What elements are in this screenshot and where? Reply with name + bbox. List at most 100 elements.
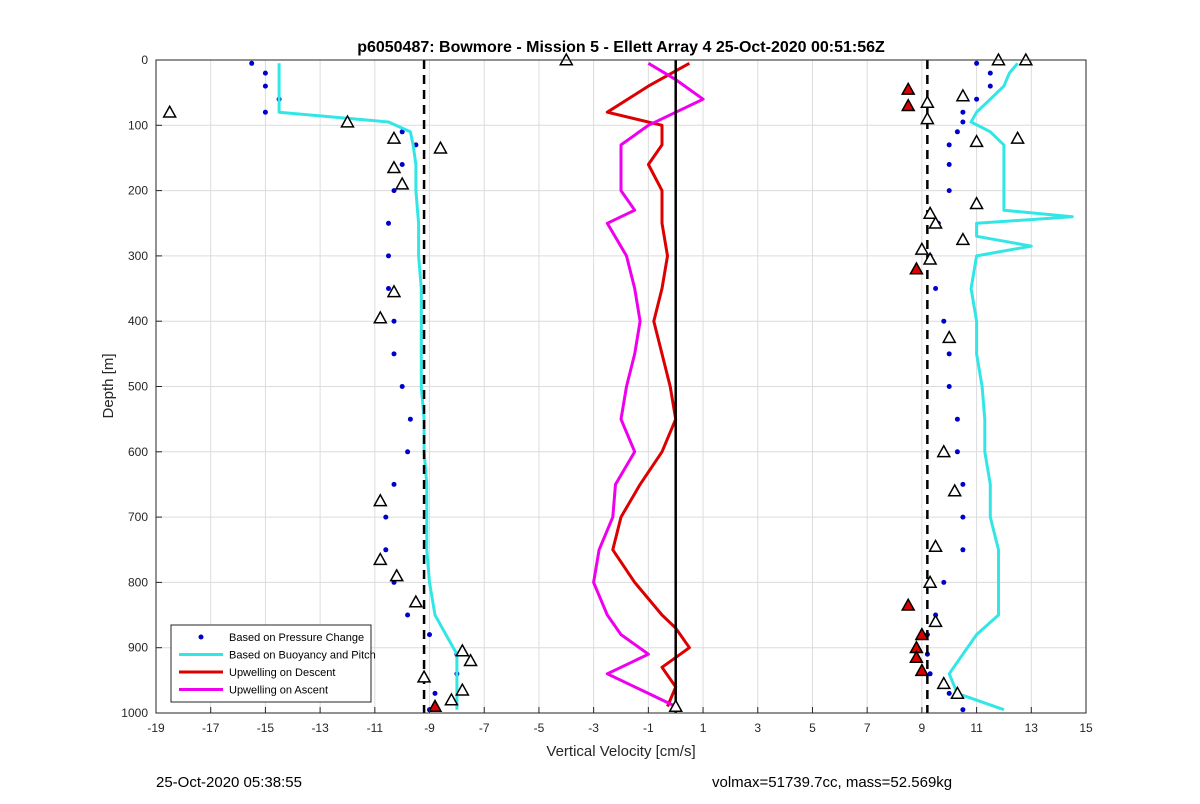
x-tick-label: -3 (588, 721, 599, 735)
series-point-0 (954, 416, 960, 422)
grid (155, 59, 1087, 714)
triangle-marker (922, 251, 938, 265)
y-tick-label: 1000 (121, 706, 148, 720)
series-point-0 (946, 142, 952, 148)
series-point-0 (262, 83, 268, 89)
series-point-0 (954, 129, 960, 135)
series-point-0 (960, 481, 966, 487)
triangle-marker (386, 130, 402, 144)
triangle-marker (936, 444, 952, 458)
triangle-marker (373, 552, 388, 566)
triangle-marker (900, 81, 916, 95)
series-point-0 (954, 449, 960, 455)
triangle-marker (909, 261, 924, 275)
x-tick-label: -15 (257, 721, 275, 735)
y-tick-label: 300 (128, 249, 148, 263)
series-point-0 (391, 351, 397, 357)
triangle-marker (928, 614, 943, 628)
triangle-marker (340, 114, 355, 128)
series-point-0 (960, 514, 966, 520)
series-point-0 (960, 119, 966, 125)
legend-swatch-point (198, 634, 204, 640)
triangle-marker (922, 205, 938, 220)
series-point-0 (383, 514, 389, 520)
triangle-marker (394, 176, 410, 190)
triangle-marker (922, 574, 938, 588)
triangle-marker (955, 232, 971, 246)
triangle-marker (455, 643, 470, 657)
series-point-0 (946, 384, 952, 389)
marker-layer (162, 52, 1034, 713)
series-point-0 (432, 690, 438, 696)
series-point-0 (960, 547, 966, 553)
triangle-marker (455, 682, 470, 696)
footer-timestamp: 25-Oct-2020 05:38:55 (156, 774, 302, 791)
series-line-3 (592, 62, 705, 708)
x-tick-label: 13 (1025, 721, 1039, 735)
triangle-marker (941, 329, 957, 344)
series-point-0 (974, 96, 980, 102)
x-tick-label: -17 (202, 721, 220, 735)
legend-entry-label: Based on Buoyancy and Pitch (229, 650, 376, 662)
x-tick-label: -11 (367, 721, 384, 735)
series-point-0 (974, 60, 980, 66)
y-tick-label: 400 (128, 314, 148, 328)
x-tick-label: 15 (1079, 721, 1093, 735)
chart-title: p6050487: Bowmore - Mission 5 - Ellett A… (357, 39, 885, 56)
reference-lines (422, 60, 929, 713)
triangle-marker (920, 94, 935, 108)
x-tick-label: 1 (700, 721, 707, 735)
series-point-0 (933, 286, 939, 291)
series-point-0 (249, 60, 255, 66)
triangle-marker (668, 698, 683, 713)
triangle-marker (969, 134, 984, 148)
legend: Based on Pressure Change Based on Buoyanc… (170, 624, 376, 703)
legend-entry-label: Upwelling on Ascent (229, 685, 328, 697)
x-tick-label: 7 (864, 721, 871, 735)
triangle-marker (1010, 130, 1025, 144)
triangle-marker (373, 310, 388, 324)
series-line-1 (277, 63, 459, 710)
x-axis-label: Vertical Velocity [cm/s] (546, 743, 695, 760)
series-point-0 (383, 547, 389, 553)
series-point-0 (399, 129, 405, 135)
axis-ticks: -19 -17 -15 -13 -11 -9 -7 -5 -3 -1 1 3 5 7 9 11 13 150100… (121, 53, 1093, 735)
triangle-marker (389, 568, 404, 582)
y-tick-label: 200 (128, 184, 148, 198)
triangle-marker (408, 594, 424, 608)
x-tick-label: 3 (754, 721, 761, 735)
y-tick-label: 500 (128, 380, 148, 394)
x-tick-label: -5 (534, 721, 545, 735)
series-point-0 (946, 188, 952, 194)
triangle-marker (373, 493, 388, 507)
y-tick-label: 600 (128, 445, 148, 459)
x-tick-label: -13 (311, 721, 329, 735)
triangle-marker (427, 698, 443, 713)
series-point-0 (391, 481, 397, 487)
triangle-marker (936, 676, 952, 690)
series-point-0 (262, 109, 268, 115)
x-tick-label: -7 (479, 721, 490, 735)
series-point-0 (987, 70, 993, 76)
series-point-0 (405, 449, 411, 455)
series-point-0 (391, 318, 397, 324)
triangle-marker (416, 669, 432, 683)
triangle-marker (928, 215, 943, 229)
triangle-marker (386, 160, 402, 174)
triangle-marker (955, 88, 971, 102)
y-tick-label: 0 (141, 53, 148, 67)
triangle-marker (900, 597, 916, 611)
triangle-marker (559, 52, 574, 66)
triangle-marker (947, 483, 962, 497)
series-point-0 (386, 253, 391, 259)
series-point-0 (941, 579, 947, 585)
legend-entry-label: Upwelling on Descent (229, 667, 335, 679)
triangle-marker (920, 111, 935, 125)
y-tick-label: 700 (128, 510, 148, 524)
y-tick-label: 100 (128, 118, 148, 132)
x-tick-label: -19 (147, 721, 165, 735)
series-point-0 (941, 318, 947, 324)
series-point-0 (399, 162, 405, 167)
series-point-0 (407, 416, 413, 422)
